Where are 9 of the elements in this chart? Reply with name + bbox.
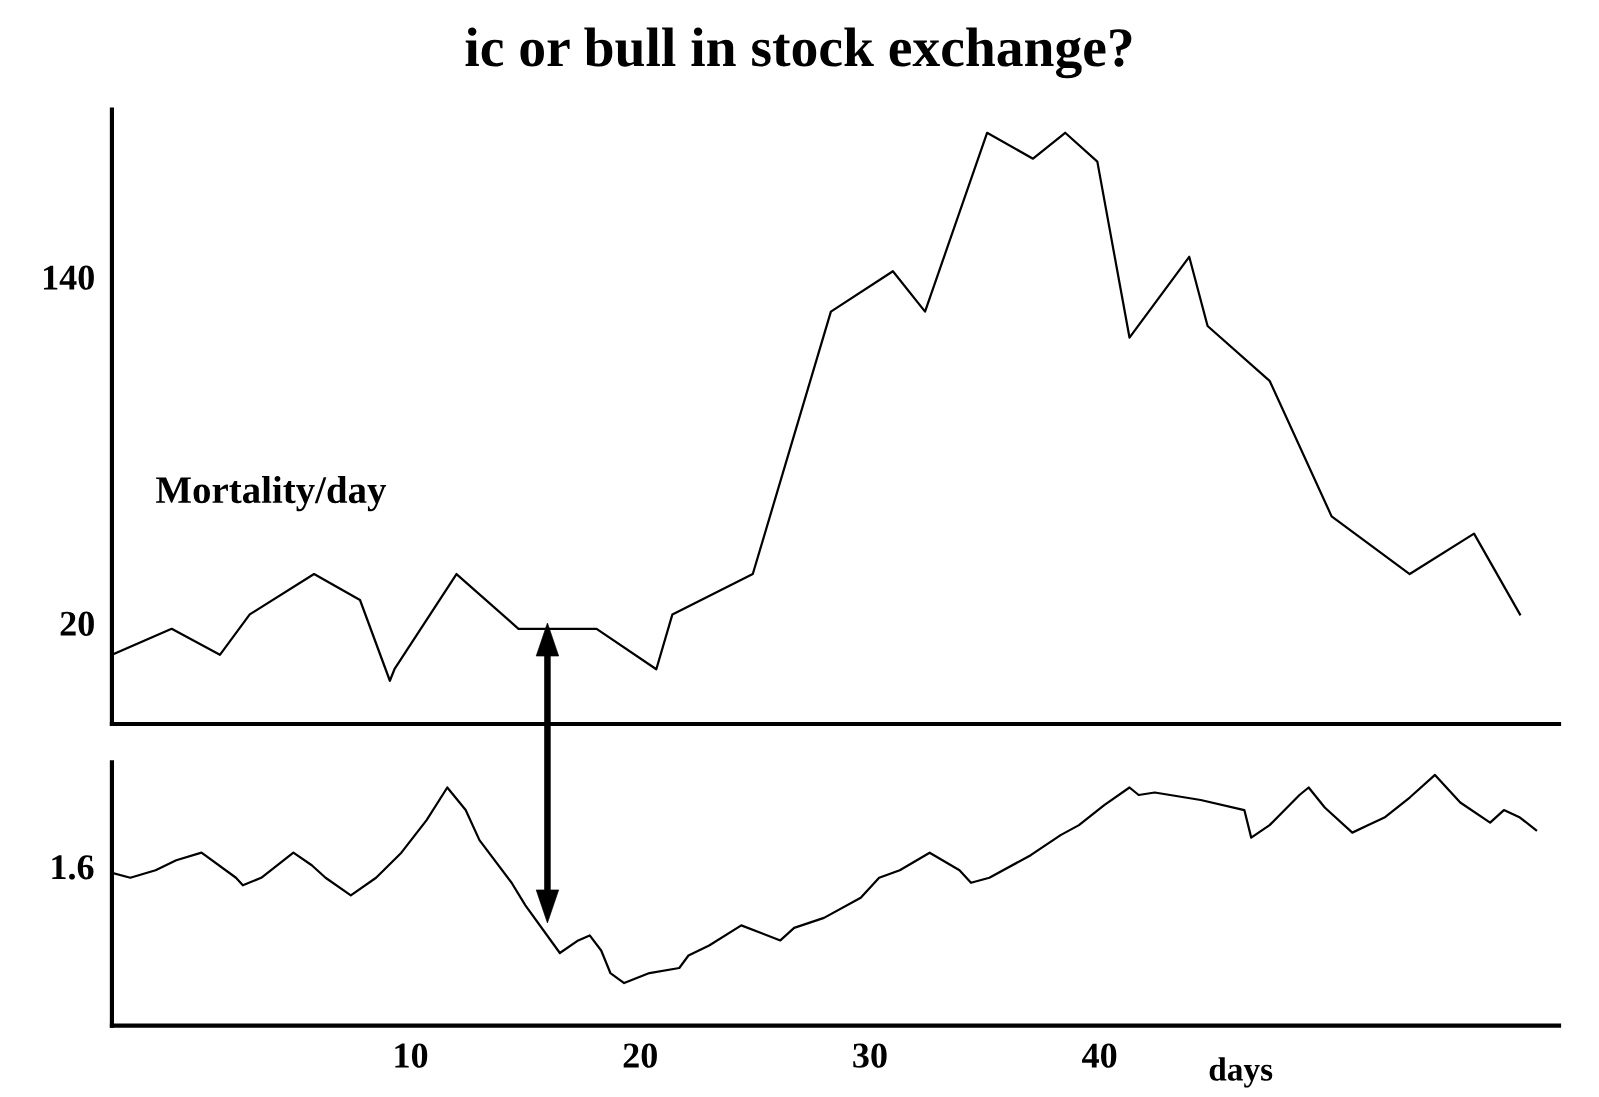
x-tick-label: 40 (1082, 1043, 1117, 1068)
x-tick-label: 30 (853, 1043, 887, 1068)
text: 1.6 (52, 855, 94, 880)
x-tick-label: 10 (395, 1043, 428, 1068)
chart-title: ic or bull in stock exchange? (465, 27, 1132, 79)
y-tick-label: 140 (43, 265, 94, 290)
annotation: Mortality/day (156, 475, 387, 512)
x-axis-title: days (1209, 1057, 1273, 1088)
x-tick-label: 20 (623, 1043, 657, 1068)
